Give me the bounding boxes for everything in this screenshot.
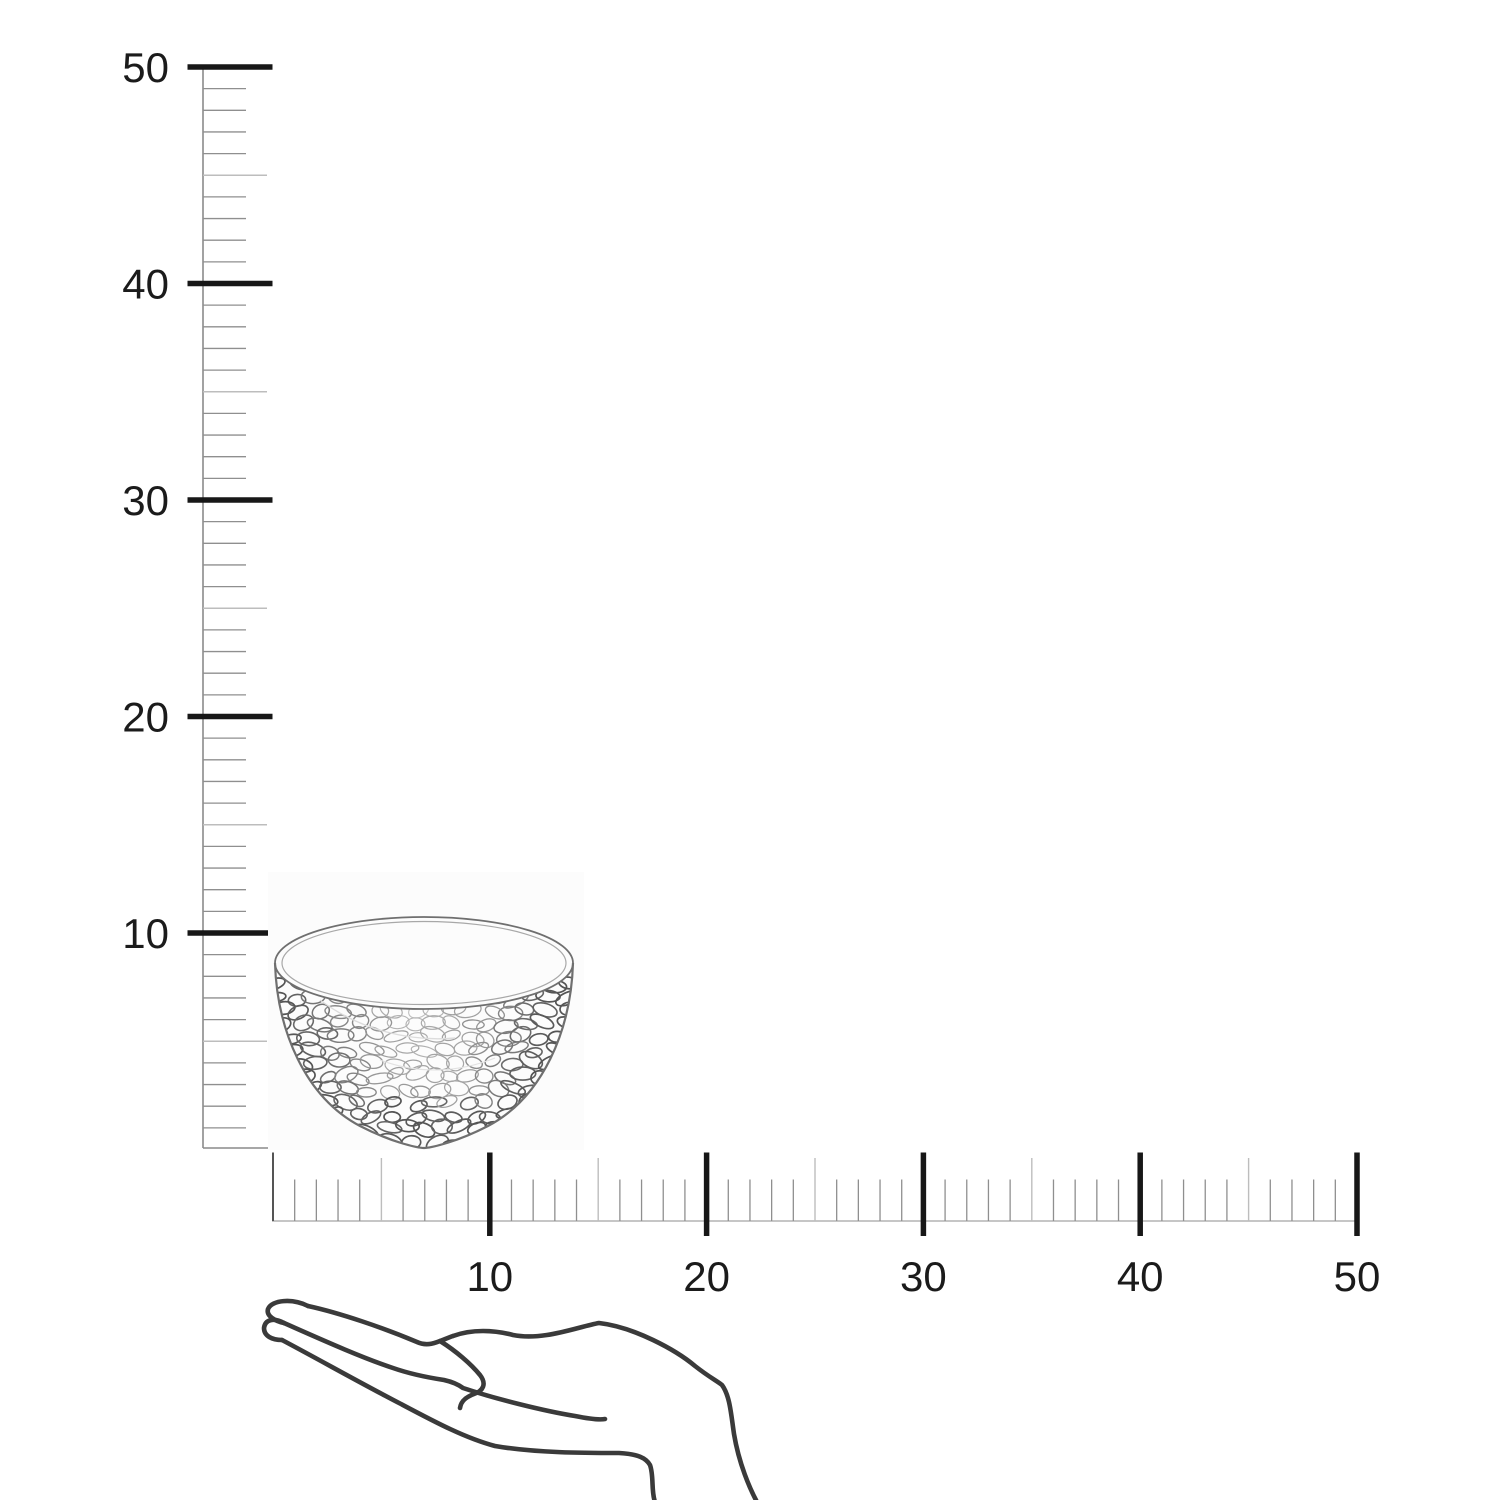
- v-ruler-label-50: 50: [122, 44, 169, 91]
- bowl-dimple: [468, 1041, 490, 1056]
- bowl-dimple: [383, 1030, 409, 1043]
- bowl-dimple: [287, 1004, 309, 1021]
- bowl-reflection: [319, 999, 456, 1040]
- bowl-dimple: [410, 1085, 431, 1099]
- bowl-reflection: [379, 1057, 496, 1071]
- horizontal-ruler: 10 20 30 40 50: [272, 1152, 1381, 1300]
- bowl-dimple: [461, 1019, 485, 1030]
- bowl-illustration: [268, 872, 584, 1150]
- bowl-dimple: [358, 1041, 385, 1056]
- bowl-dimple: [405, 1017, 426, 1032]
- v-ruler-label-30: 30: [122, 477, 169, 524]
- bowl-dimple: [514, 1002, 535, 1016]
- bowl-dimple: [453, 1040, 478, 1056]
- bowl-dimple: [386, 1014, 410, 1030]
- bowl-dimple: [529, 1013, 555, 1030]
- bowl-dimple: [395, 1042, 420, 1054]
- h-ruler-label-20: 20: [683, 1253, 730, 1300]
- bowl-dimple: [474, 1093, 493, 1109]
- bowl-dimple: [326, 1028, 355, 1044]
- h-ruler-label-10: 10: [466, 1253, 513, 1300]
- bowl-dimple: [425, 1134, 450, 1148]
- bowl-dimple: [440, 1070, 459, 1083]
- bowl-dimple: [420, 1015, 446, 1030]
- bowl-dimple: [446, 1118, 472, 1134]
- bowl-dimple: [405, 1065, 430, 1081]
- bowl-dimple: [318, 1080, 342, 1095]
- bowl-dimple: [384, 1096, 402, 1108]
- bowl-dimple: [441, 1029, 461, 1042]
- bowl-dimple: [524, 1047, 543, 1059]
- bowl-dimple: [412, 1121, 436, 1139]
- bowl-dimple: [493, 1019, 519, 1035]
- bowl-photo-background: [268, 872, 584, 1150]
- bowl-dimple: [465, 1056, 483, 1070]
- bowl-dimple: [394, 1118, 421, 1133]
- bowl-dimple: [484, 1054, 502, 1068]
- bowl-dimple: [316, 1027, 339, 1040]
- bowl-dimple: [484, 1005, 506, 1020]
- bowl-dimple: [476, 1018, 497, 1033]
- bowl-dimple: [299, 1041, 327, 1058]
- hand-outline-path: [281, 1320, 608, 1422]
- bowl-dimple: [436, 1094, 458, 1109]
- bowl-dimple: [295, 1031, 321, 1047]
- bowl-dimple: [359, 1053, 384, 1070]
- v-ruler-label-20: 20: [122, 694, 169, 741]
- hand-outline-path: [279, 1337, 657, 1500]
- bowl-dimple: [374, 1045, 398, 1058]
- bowl-dimple: [336, 1046, 358, 1059]
- bowl-dimple: [302, 1055, 328, 1071]
- hand-outline-path: [450, 1320, 759, 1500]
- bowl-dimple: [403, 1059, 423, 1070]
- bowl-dimple: [349, 1107, 369, 1121]
- hand-outline-path: [261, 1317, 287, 1343]
- bowl-dimple: [475, 1031, 495, 1049]
- bowl-rim-inner: [281, 920, 567, 1006]
- hand-outline-path: [437, 1338, 486, 1411]
- bowl-dimple: [360, 1110, 382, 1125]
- h-ruler-label-40: 40: [1117, 1253, 1164, 1300]
- h-ruler-label-50: 50: [1334, 1253, 1381, 1300]
- bowl-dimple: [456, 1069, 479, 1083]
- hand-line-drawing: [261, 1298, 759, 1500]
- bowl-dimple: [327, 1052, 351, 1068]
- bowl-body-outline: [273, 962, 575, 1150]
- bowl-dimple: [504, 1040, 529, 1054]
- bowl-dimple: [425, 1067, 445, 1084]
- bowl-dimple: [495, 1030, 522, 1048]
- bowl-dimple: [421, 1109, 446, 1123]
- bowl-dimple: [409, 1099, 428, 1113]
- bowl-dimple: [509, 1066, 537, 1081]
- bowl-dimple: [329, 1014, 349, 1028]
- bowl-dimple: [500, 1079, 527, 1096]
- bowl-dimple: [430, 1118, 454, 1135]
- vertical-ruler: 10 20 30 40 50: [122, 44, 273, 1149]
- bowl-dimple: [386, 1066, 404, 1080]
- bowl-dimple: [311, 1003, 331, 1020]
- bowl-rim-outer: [274, 916, 574, 1010]
- v-ruler-label-40: 40: [122, 261, 169, 308]
- bowl-dimple: [419, 1025, 447, 1043]
- bowl-dimple: [509, 1025, 532, 1043]
- bowl-dimple: [442, 1015, 461, 1030]
- bowl-dimple: [445, 1055, 465, 1072]
- bowl-dimple: [336, 1080, 360, 1095]
- bowl-dimple: [348, 1094, 366, 1108]
- bowl-dimple: [398, 1083, 419, 1099]
- bowl-dimple: [275, 977, 286, 992]
- bowl-dimple: [426, 1053, 450, 1071]
- h-ruler-label-30: 30: [900, 1253, 947, 1300]
- bowl-dimple: [355, 1086, 377, 1098]
- bowl-dimple: [474, 1068, 494, 1084]
- hand-outline-path: [305, 1303, 456, 1347]
- bowl-dimple: [365, 1072, 394, 1085]
- bowl-dimple: [420, 1096, 448, 1108]
- bowl-dimple: [518, 1050, 544, 1070]
- v-ruler-label-10: 10: [122, 910, 169, 957]
- bowl-dimple: [459, 1096, 479, 1111]
- bowl-dimple: [443, 1080, 470, 1097]
